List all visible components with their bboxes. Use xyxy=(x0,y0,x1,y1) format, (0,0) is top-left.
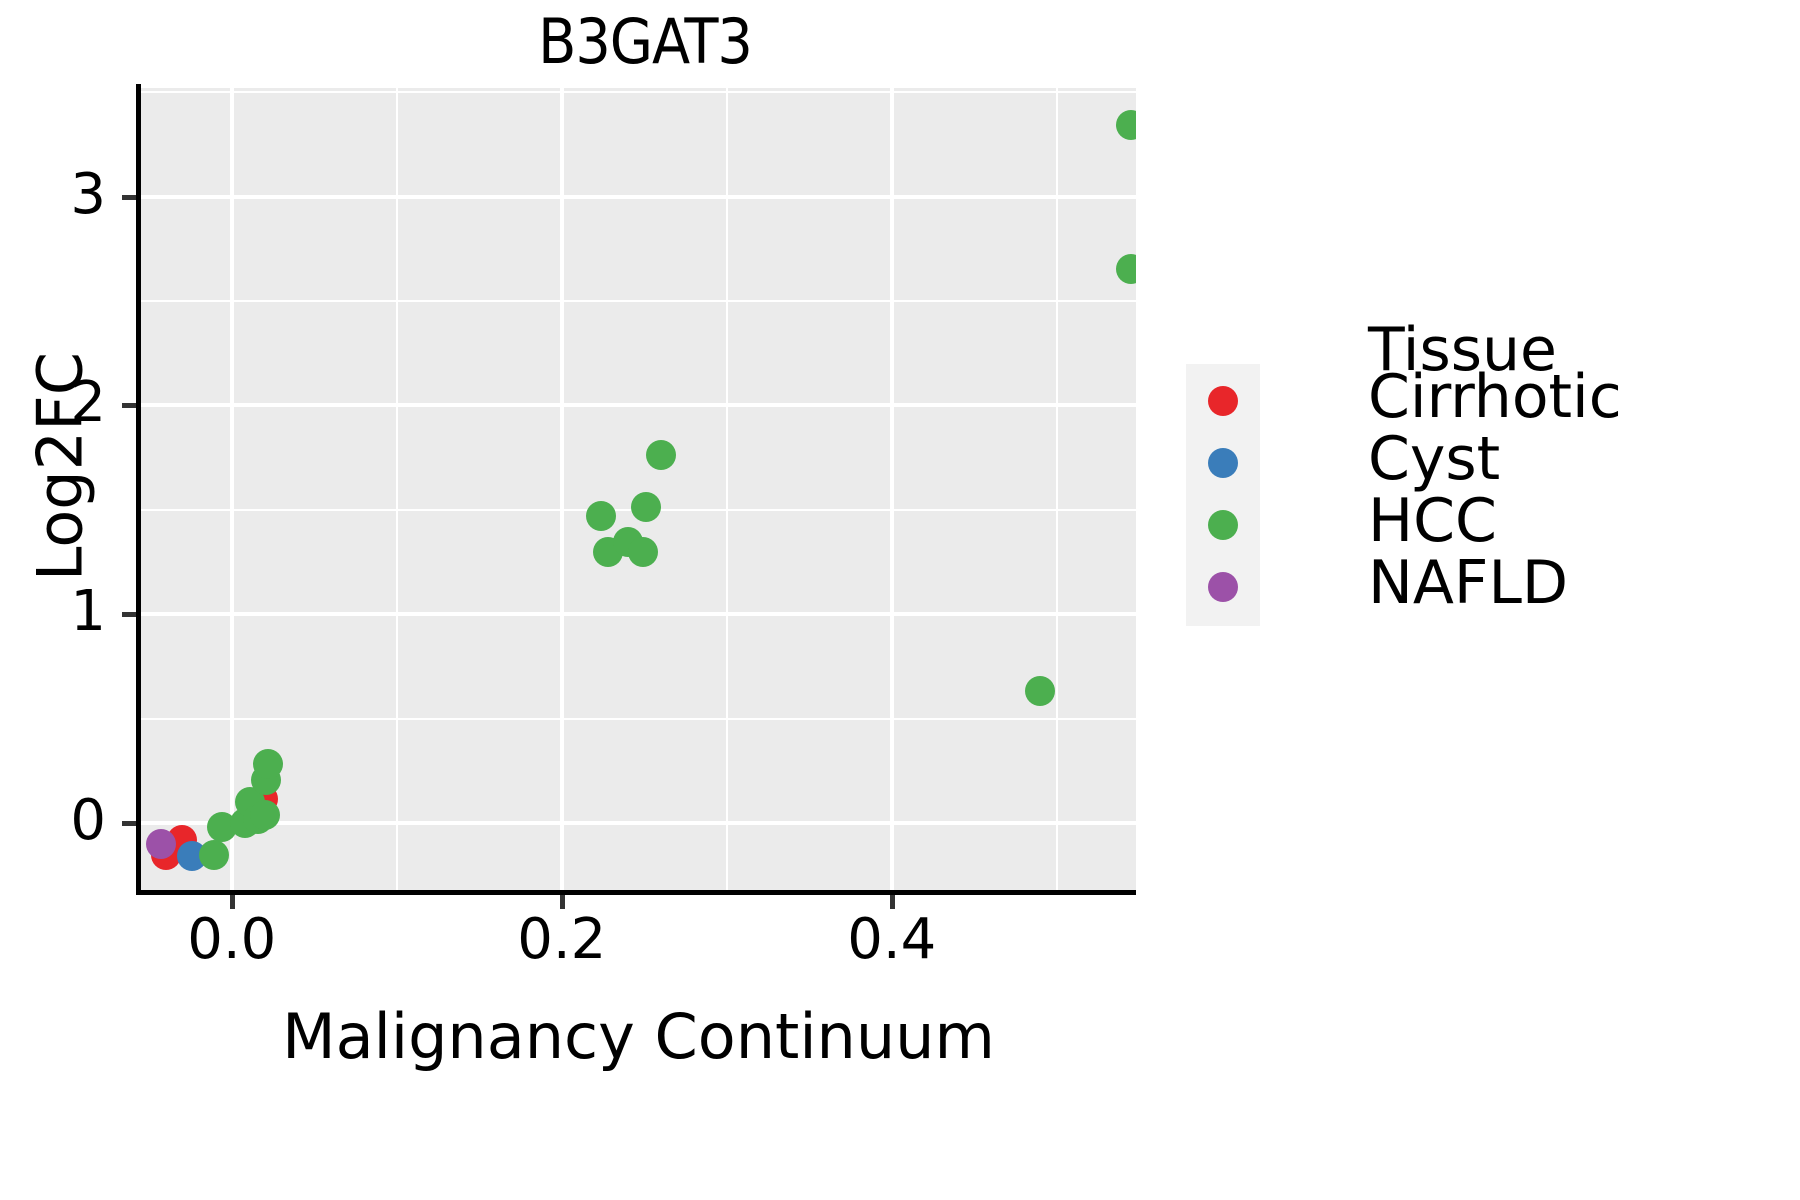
legend-key-hcc xyxy=(1208,510,1238,540)
legend-title: Tissue xyxy=(1368,315,1557,385)
data-point-hcc xyxy=(253,748,284,779)
x-tick-mark xyxy=(229,895,235,909)
gridline-minor-horizontal xyxy=(141,91,1136,94)
data-point-hcc xyxy=(630,491,661,522)
y-tick-label: 0 xyxy=(70,788,106,854)
data-point-hcc xyxy=(198,839,229,870)
data-point-hcc xyxy=(1025,675,1056,706)
data-point-hcc xyxy=(645,439,676,470)
gridline-major-vertical xyxy=(889,88,894,890)
data-point-hcc xyxy=(586,501,617,532)
y-axis-line xyxy=(136,84,141,894)
gridline-minor-horizontal xyxy=(141,300,1136,303)
data-point-nafld xyxy=(145,829,176,860)
legend-label: HCC xyxy=(1368,486,1497,556)
legend-label: Cirrhotic xyxy=(1368,362,1622,432)
y-tick-label: 1 xyxy=(70,579,106,645)
x-tick-label: 0.0 xyxy=(187,907,277,972)
data-point-hcc xyxy=(1116,253,1136,284)
data-point-hcc xyxy=(249,799,280,830)
gridline-major-vertical xyxy=(559,88,564,890)
legend-key-cyst xyxy=(1208,448,1238,478)
chart-title: B3GAT3 xyxy=(538,5,753,78)
y-tick-mark xyxy=(122,403,136,409)
data-point-hcc xyxy=(1116,109,1136,140)
x-tick-label: 0.2 xyxy=(517,907,607,972)
x-axis-line xyxy=(136,890,1136,895)
y-tick-label: 3 xyxy=(70,161,106,227)
x-tick-label: 0.4 xyxy=(847,907,937,972)
gridline-minor-vertical xyxy=(725,88,728,890)
legend-label: NAFLD xyxy=(1368,548,1569,618)
gridline-major-vertical xyxy=(229,88,234,890)
gridline-major-horizontal xyxy=(141,194,1136,199)
gridline-minor-vertical xyxy=(1055,88,1058,890)
gridline-minor-vertical xyxy=(395,88,398,890)
data-point-hcc xyxy=(627,536,658,567)
gridline-major-horizontal xyxy=(141,403,1136,408)
y-tick-mark xyxy=(122,194,136,200)
gridline-major-horizontal xyxy=(141,612,1136,617)
x-tick-mark xyxy=(889,895,895,909)
y-tick-label: 2 xyxy=(70,370,106,436)
plot-panel xyxy=(141,88,1136,890)
gridline-major-horizontal xyxy=(141,821,1136,826)
x-tick-mark xyxy=(559,895,565,909)
y-tick-mark xyxy=(122,612,136,618)
gridline-minor-horizontal xyxy=(141,717,1136,720)
legend-key-nafld xyxy=(1208,572,1238,602)
x-axis-title: Malignancy Continuum xyxy=(282,1000,995,1073)
y-tick-mark xyxy=(122,821,136,827)
legend-label: Cyst xyxy=(1368,424,1501,494)
legend-key-cirrhotic xyxy=(1208,386,1238,416)
